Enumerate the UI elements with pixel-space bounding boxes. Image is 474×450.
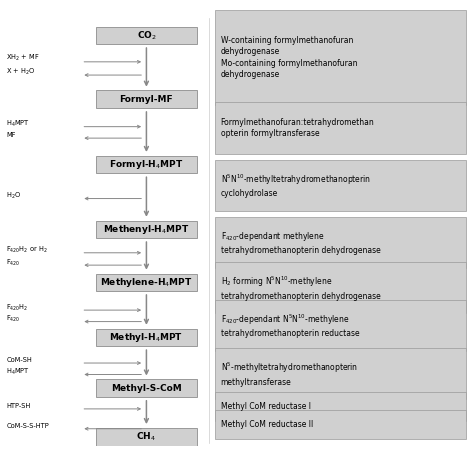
FancyBboxPatch shape <box>215 217 465 268</box>
FancyBboxPatch shape <box>96 90 197 108</box>
Text: Methyl-S-CoM: Methyl-S-CoM <box>111 384 182 393</box>
Text: CH$_4$: CH$_4$ <box>137 431 156 443</box>
FancyBboxPatch shape <box>215 410 465 439</box>
Text: Formylmethanofuran:tetrahydromethan
opterin formyltransferase: Formylmethanofuran:tetrahydromethan opte… <box>221 118 374 138</box>
Text: N$^5$N$^{10}$-methyltetrahydromethanopterin
cyclohydrolase: N$^5$N$^{10}$-methyltetrahydromethanopte… <box>221 172 371 198</box>
Text: X + H$_2$O: X + H$_2$O <box>6 67 36 77</box>
Text: Formyl-H$_4$MPT: Formyl-H$_4$MPT <box>109 158 183 171</box>
Text: Enzyme activity: Enzyme activity <box>298 16 381 26</box>
FancyBboxPatch shape <box>215 262 465 313</box>
Text: Methyl-H$_4$MPT: Methyl-H$_4$MPT <box>109 331 183 344</box>
Text: CO$_2$: CO$_2$ <box>137 29 156 41</box>
FancyBboxPatch shape <box>96 220 197 238</box>
FancyBboxPatch shape <box>215 103 465 153</box>
Text: H$_4$MPT: H$_4$MPT <box>6 367 30 377</box>
FancyBboxPatch shape <box>96 156 197 173</box>
FancyBboxPatch shape <box>215 348 465 399</box>
Text: CoM-S-S-HTP: CoM-S-S-HTP <box>6 423 49 429</box>
Text: F$_{420}$: F$_{420}$ <box>6 314 20 324</box>
Text: Methenyl-H$_4$MPT: Methenyl-H$_4$MPT <box>103 223 190 236</box>
Text: H$_4$MPT: H$_4$MPT <box>6 118 30 129</box>
Text: F$_{420}$-dependant N$^5$N$^{10}$-methylene
tetrahydromethanopterin reductase: F$_{420}$-dependant N$^5$N$^{10}$-methyl… <box>221 313 359 338</box>
Text: H$_2$ forming N$^5$N$^{10}$-methylene
tetrahydromethanopterin dehydrogenase: H$_2$ forming N$^5$N$^{10}$-methylene te… <box>221 274 381 301</box>
Text: H$_2$O: H$_2$O <box>6 191 21 201</box>
FancyBboxPatch shape <box>96 428 197 446</box>
FancyBboxPatch shape <box>96 379 197 397</box>
Text: CoM-SH: CoM-SH <box>6 357 32 364</box>
FancyBboxPatch shape <box>215 10 465 105</box>
Text: HTP-SH: HTP-SH <box>6 403 30 409</box>
Text: W-containing formylmethanofuran
dehydrogenase
Mo-containing formylmethanofuran
d: W-containing formylmethanofuran dehydrog… <box>221 36 357 79</box>
Text: F$_{420}$-dependant methylene
tetrahydromethanopterin dehydrogenase: F$_{420}$-dependant methylene tetrahydro… <box>221 230 381 255</box>
FancyBboxPatch shape <box>215 300 465 351</box>
FancyBboxPatch shape <box>96 27 197 44</box>
Text: XH$_2$ + MF: XH$_2$ + MF <box>6 52 40 63</box>
FancyBboxPatch shape <box>96 328 197 346</box>
FancyBboxPatch shape <box>215 160 465 211</box>
Text: N$^5$-methyltetrahydromethanopterin
methyltransferase: N$^5$-methyltetrahydromethanopterin meth… <box>221 361 358 387</box>
Text: Formyl-MF: Formyl-MF <box>119 95 173 104</box>
FancyBboxPatch shape <box>215 392 465 421</box>
Text: MF: MF <box>6 132 16 139</box>
Text: Methylene-H$_4$MPT: Methylene-H$_4$MPT <box>100 276 193 289</box>
FancyBboxPatch shape <box>96 274 197 291</box>
Text: Methyl CoM reductase II: Methyl CoM reductase II <box>221 420 313 429</box>
Text: Methyl CoM reductase I: Methyl CoM reductase I <box>221 402 311 411</box>
Text: F$_{420}$H$_2$ or H$_2$: F$_{420}$H$_2$ or H$_2$ <box>6 245 48 255</box>
Text: F$_{420}$: F$_{420}$ <box>6 257 20 268</box>
Text: F$_{420}$H$_2$: F$_{420}$H$_2$ <box>6 303 28 313</box>
